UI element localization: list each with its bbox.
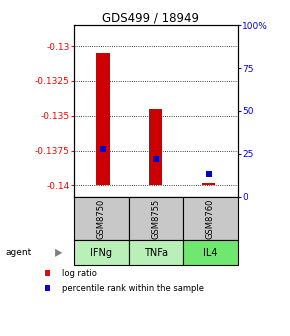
Text: GSM8750: GSM8750 [97, 198, 106, 239]
Bar [74, 240, 128, 265]
Text: TNFa: TNFa [144, 248, 168, 258]
Text: log ratio: log ratio [62, 268, 97, 278]
Bar [96, 53, 110, 185]
Point [45, 270, 50, 276]
Text: IL4: IL4 [203, 248, 218, 258]
Bar [202, 183, 215, 185]
Bar [183, 240, 238, 265]
Text: agent: agent [6, 248, 32, 257]
Point [206, 172, 211, 177]
Text: IFNg: IFNg [90, 248, 112, 258]
Point [101, 146, 105, 151]
Bar [128, 240, 183, 265]
Bar [149, 109, 162, 185]
Text: GSM8755: GSM8755 [151, 198, 160, 239]
Point [45, 285, 50, 291]
Point [154, 156, 158, 162]
Text: GSM8760: GSM8760 [206, 198, 215, 239]
Bar [128, 197, 183, 240]
Bar [183, 197, 238, 240]
Text: GDS499 / 18949: GDS499 / 18949 [102, 12, 199, 25]
Bar [74, 197, 128, 240]
Text: percentile rank within the sample: percentile rank within the sample [62, 284, 204, 293]
